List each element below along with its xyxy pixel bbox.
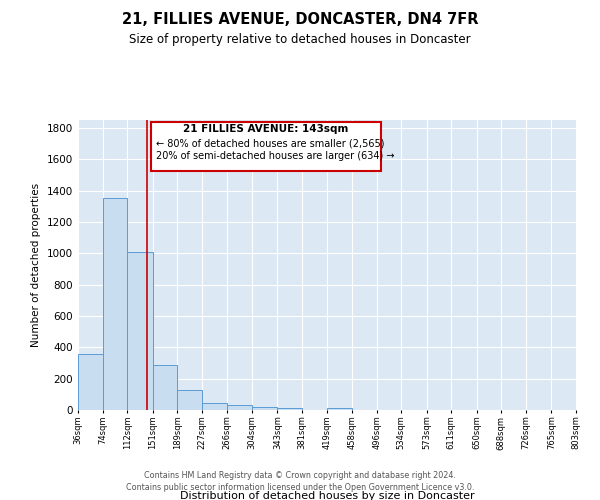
Bar — [227, 404, 252, 410]
Bar — [178, 390, 202, 410]
Text: 20% of semi-detached houses are larger (634) →: 20% of semi-detached houses are larger (… — [156, 151, 394, 161]
Text: Size of property relative to detached houses in Doncaster: Size of property relative to detached ho… — [129, 32, 471, 46]
Bar — [152, 364, 178, 410]
Text: 21 FILLIES AVENUE: 143sqm: 21 FILLIES AVENUE: 143sqm — [183, 124, 349, 134]
Text: 21, FILLIES AVENUE, DONCASTER, DN4 7FR: 21, FILLIES AVENUE, DONCASTER, DN4 7FR — [122, 12, 478, 28]
Bar — [127, 252, 152, 410]
X-axis label: Distribution of detached houses by size in Doncaster: Distribution of detached houses by size … — [179, 491, 475, 500]
Text: Contains public sector information licensed under the Open Government Licence v3: Contains public sector information licen… — [126, 484, 474, 492]
Bar — [78, 354, 103, 410]
Bar — [103, 198, 127, 410]
Bar — [277, 408, 302, 410]
Y-axis label: Number of detached properties: Number of detached properties — [31, 183, 41, 347]
Bar — [151, 122, 380, 171]
Bar — [326, 408, 352, 410]
Bar — [202, 403, 227, 410]
Text: Contains HM Land Registry data © Crown copyright and database right 2024.: Contains HM Land Registry data © Crown c… — [144, 471, 456, 480]
Bar — [252, 407, 277, 410]
Text: ← 80% of detached houses are smaller (2,565): ← 80% of detached houses are smaller (2,… — [156, 139, 385, 149]
